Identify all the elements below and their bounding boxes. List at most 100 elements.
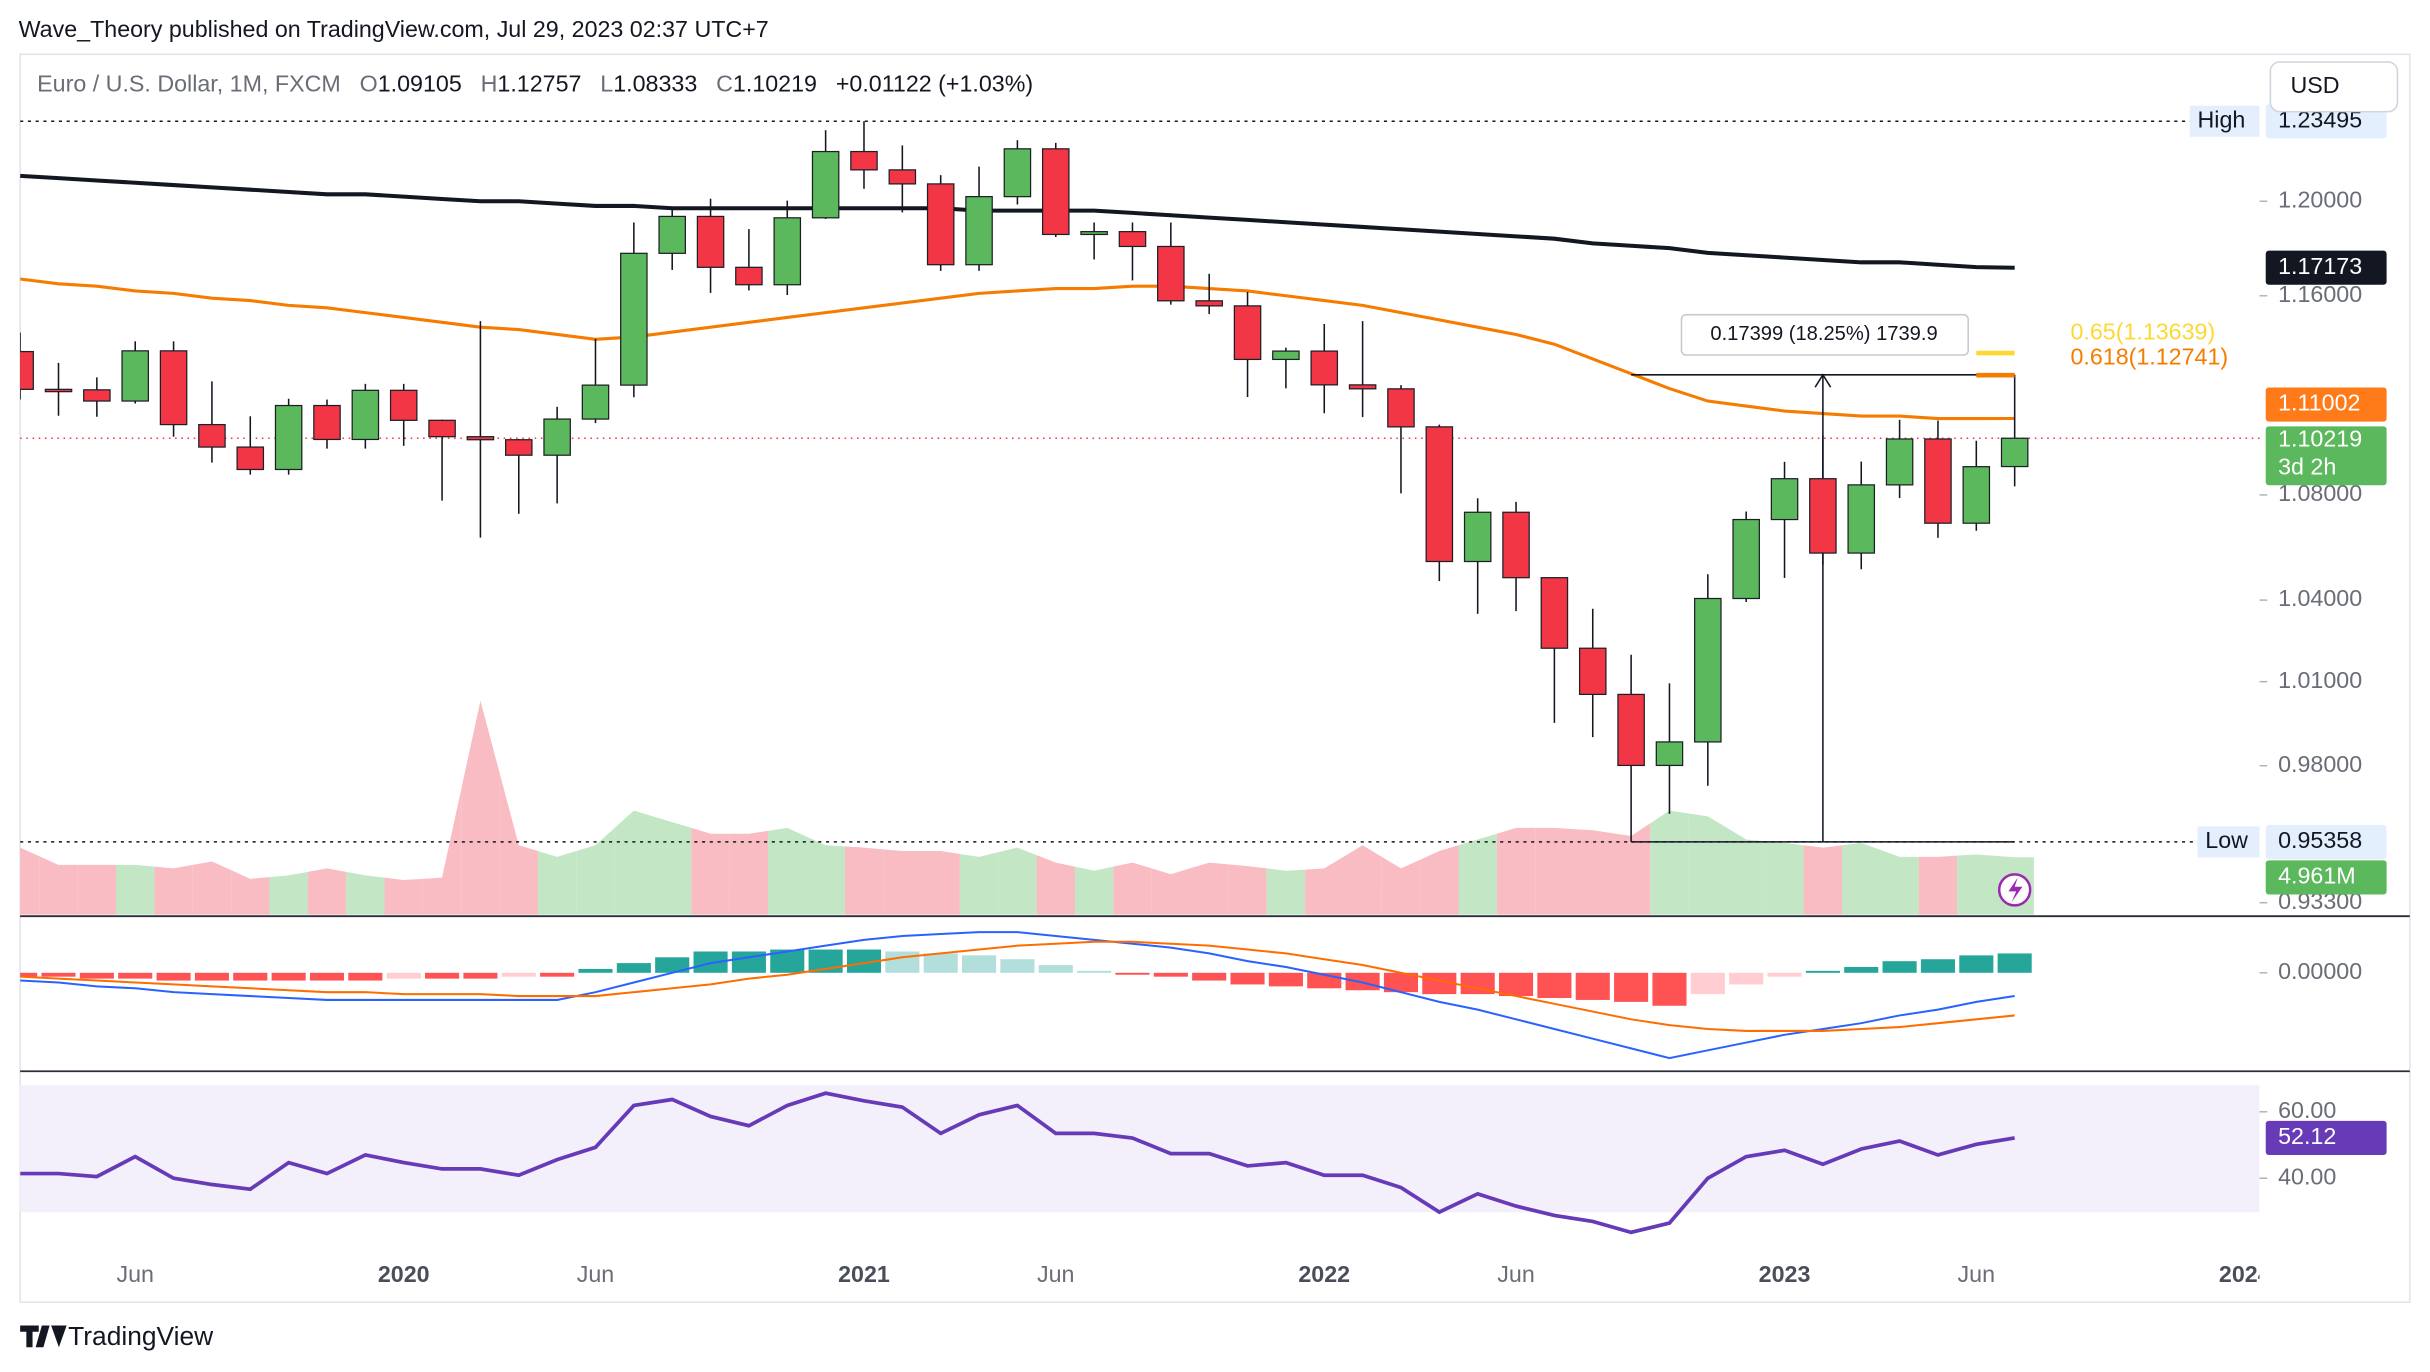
- candle-body: [389, 389, 418, 421]
- currency-button-box[interactable]: [2269, 61, 2399, 113]
- ma-value: 1.17173: [2278, 253, 2362, 279]
- candle-body: [1080, 231, 1108, 236]
- candle-body: [735, 266, 763, 286]
- x-tick-label: Jun: [116, 1261, 153, 1287]
- x-tick-label: 2021: [838, 1261, 890, 1287]
- volume-area: [1726, 827, 1766, 915]
- macd-histogram-bar: [1498, 972, 1534, 997]
- macd-histogram-bar: [1038, 965, 1073, 973]
- macd-histogram-bar: [1882, 961, 1917, 973]
- brand-name: TradingView: [68, 1321, 214, 1351]
- rsi-line: [20, 1091, 2015, 1235]
- candle-body: [236, 446, 265, 471]
- macd-histogram-bar: [655, 957, 690, 973]
- macd-histogram-bar: [386, 972, 421, 979]
- candle-body: [1847, 484, 1876, 554]
- candle-body: [1348, 384, 1377, 390]
- low-value: 0.95358: [2278, 827, 2362, 853]
- macd-histogram-bar: [923, 953, 958, 973]
- volume-area: [1228, 864, 1267, 915]
- macd-histogram-bar: [616, 963, 651, 973]
- ohlc-value: 1.12757: [497, 70, 581, 96]
- moving-average: [20, 277, 2015, 421]
- rsi-band: [20, 1085, 2260, 1213]
- currency-button[interactable]: USD: [2269, 61, 2399, 113]
- macd-histogram-bar: [1230, 972, 1265, 985]
- volume-area: [1842, 842, 1881, 915]
- y-tick-label: 1.04000: [2278, 585, 2362, 611]
- volume-area: [921, 851, 960, 915]
- volume-area: [1381, 856, 1421, 915]
- macd-histogram-bar: [348, 972, 383, 981]
- volume-area: [269, 871, 308, 915]
- moving-average: [20, 173, 2015, 270]
- candle-body: [926, 183, 955, 266]
- currency-button-label[interactable]: USD: [2291, 72, 2340, 98]
- volume-area: [1343, 845, 1382, 915]
- volume-area: [1573, 829, 1612, 915]
- volume-area: [729, 830, 769, 915]
- macd-signal-line: [20, 940, 2015, 1032]
- volume-area: [231, 870, 270, 915]
- macd-histogram-bar: [540, 972, 575, 977]
- measure-box: [1680, 313, 1969, 356]
- volume-area: [1074, 866, 1114, 915]
- volume-area: [1650, 810, 1689, 915]
- candle-body: [1885, 438, 1914, 486]
- volume-area: [384, 877, 423, 915]
- candle-body: [198, 423, 226, 448]
- volume-area: [154, 864, 193, 915]
- volume-area: [461, 700, 500, 915]
- change-value: +0.01122 (+1.03%): [836, 70, 1033, 96]
- candle-body: [1233, 305, 1262, 361]
- macd-pane: [20, 931, 2032, 1060]
- macd-histogram-bar: [1920, 959, 1956, 973]
- volume-area: [39, 856, 78, 915]
- high-value-box: [2265, 104, 2387, 139]
- x-tick-label: Jun: [1958, 1261, 1995, 1287]
- macd-histogram-bar: [233, 972, 268, 981]
- candle-body: [658, 215, 686, 254]
- macd-histogram-bar: [425, 972, 460, 979]
- candle-body: [811, 150, 840, 219]
- volume-area: [1151, 868, 1191, 915]
- candle-body: [1924, 438, 1952, 524]
- volume-area: [998, 847, 1037, 915]
- volume-area: [806, 836, 845, 915]
- volume-area: [116, 864, 155, 915]
- candle-body: [965, 196, 993, 266]
- volume-area: [1190, 862, 1229, 915]
- replay-icon[interactable]: [1997, 873, 2032, 907]
- candle-body: [850, 150, 878, 171]
- macd-histogram-bar: [1652, 972, 1687, 1006]
- rsi-tick-label: 60.00: [2278, 1097, 2336, 1123]
- countdown: 3d 2h: [2278, 453, 2336, 479]
- macd-histogram-bar: [1959, 955, 1994, 973]
- macd-histogram-bar: [20, 972, 38, 977]
- volume-area: [1765, 841, 1804, 915]
- macd-tick-label: 0.00000: [2278, 958, 2362, 984]
- candle-body: [1041, 148, 1070, 236]
- macd-histogram-bar: [1460, 972, 1495, 995]
- candle-body: [1387, 388, 1415, 428]
- high-tag-box: [2189, 105, 2260, 137]
- macd-macd-line: [20, 931, 2015, 1060]
- candle-body: [83, 389, 111, 402]
- icon-bolt[interactable]: [2008, 877, 2023, 903]
- ohlc-prefix: C: [716, 70, 733, 96]
- y-tick-label: 1.16000: [2278, 281, 2362, 307]
- volume-area: [422, 789, 462, 915]
- fib-label: 0.65(1.13639): [2070, 318, 2215, 344]
- macd-histogram-bar: [1268, 972, 1303, 987]
- volume-area: [1113, 862, 1152, 915]
- candle-body: [1694, 597, 1722, 743]
- volume-area: [307, 868, 347, 915]
- macd-histogram-bar: [1000, 959, 1035, 973]
- chart-frame: [19, 53, 2411, 1304]
- macd-histogram-bar: [156, 972, 191, 981]
- candle-body: [1118, 231, 1147, 248]
- volume-area: [346, 871, 385, 915]
- candle-body: [274, 404, 303, 471]
- volume-area: [1918, 855, 1958, 915]
